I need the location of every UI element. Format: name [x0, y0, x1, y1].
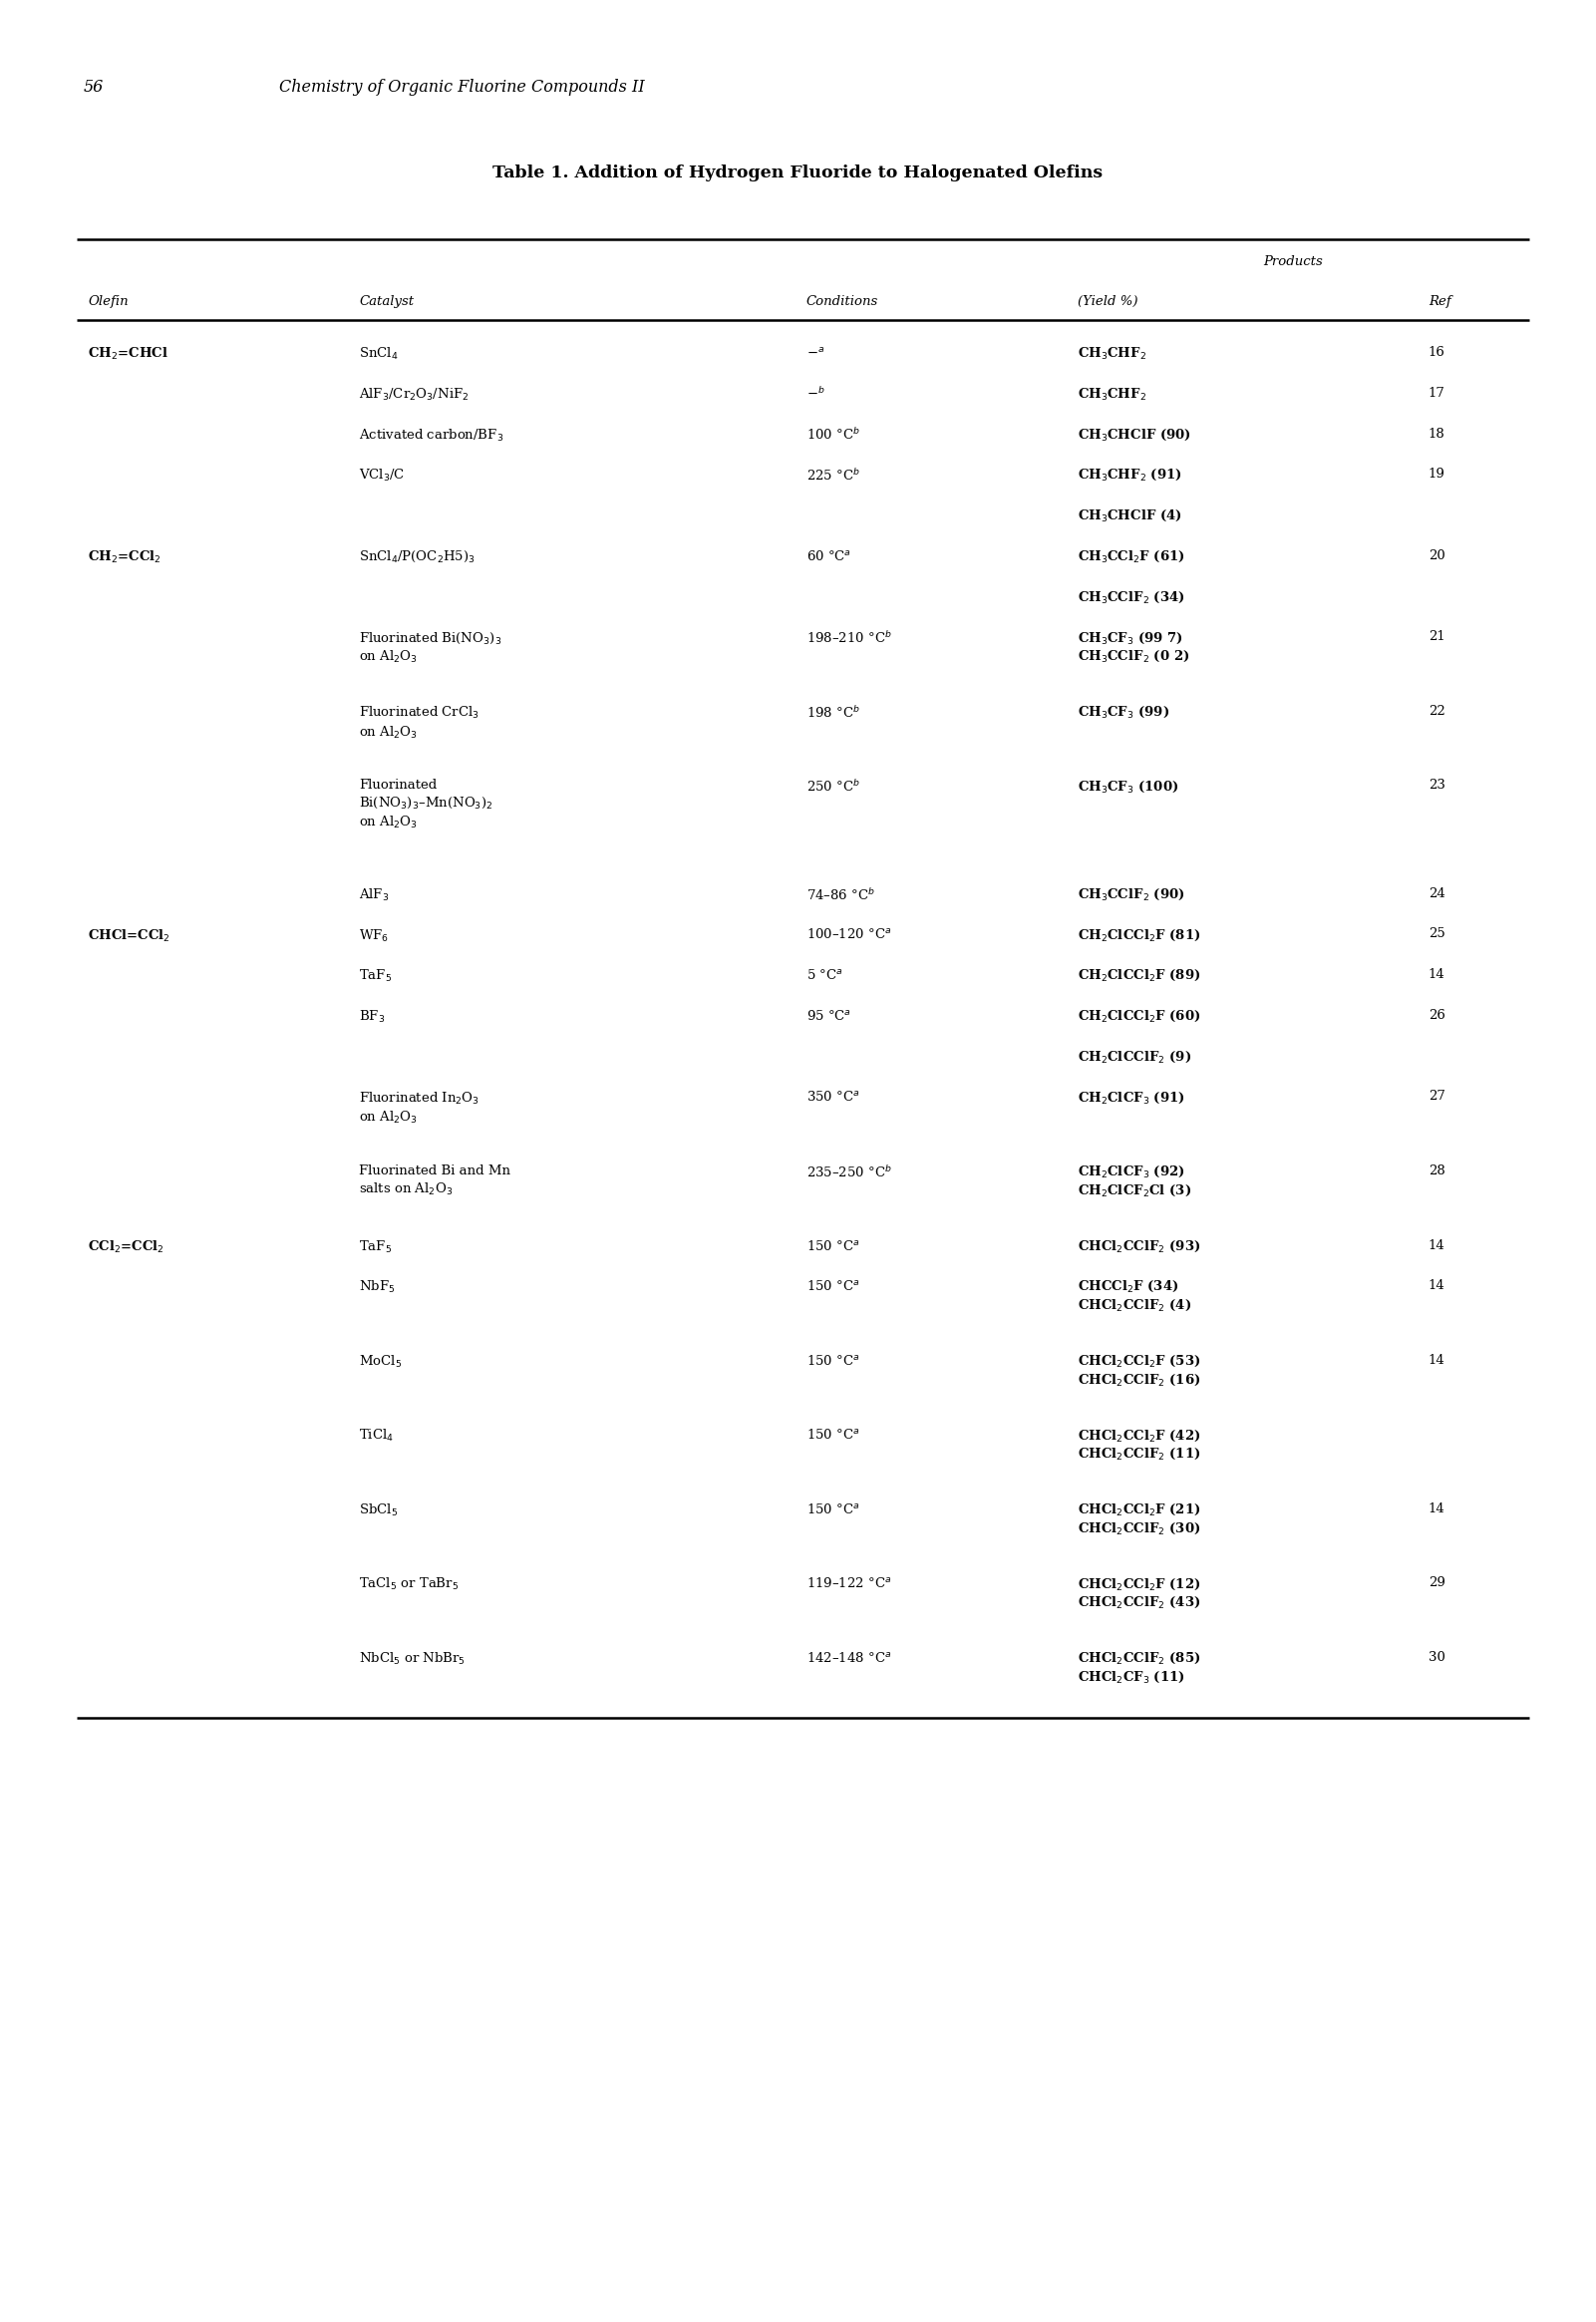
- Text: CHCl$_2$CCl$_2$F (21)
CHCl$_2$CClF$_2$ (30): CHCl$_2$CCl$_2$F (21) CHCl$_2$CClF$_2$ (…: [1077, 1502, 1200, 1535]
- Text: CH$_3$CHF$_2$: CH$_3$CHF$_2$: [1077, 346, 1146, 362]
- Text: Olefin: Olefin: [88, 295, 128, 309]
- Text: Ref: Ref: [1428, 295, 1451, 309]
- Text: 100–120 °C$^{a}$: 100–120 °C$^{a}$: [806, 926, 891, 943]
- Text: CH$_2$ClCF$_3$ (92)
CH$_2$ClCF$_2$Cl (3): CH$_2$ClCF$_3$ (92) CH$_2$ClCF$_2$Cl (3): [1077, 1163, 1191, 1198]
- Text: 150 °C$^{a}$: 150 °C$^{a}$: [806, 1502, 859, 1516]
- Text: 30: 30: [1428, 1651, 1446, 1665]
- Text: Fluorinated In$_2$O$_3$
on Al$_2$O$_3$: Fluorinated In$_2$O$_3$ on Al$_2$O$_3$: [359, 1089, 480, 1126]
- Text: 14: 14: [1428, 1502, 1444, 1516]
- Text: CH$_3$CF$_3$ (99): CH$_3$CF$_3$ (99): [1077, 704, 1170, 720]
- Text: 29: 29: [1428, 1577, 1446, 1591]
- Text: $-^{b}$: $-^{b}$: [806, 385, 825, 399]
- Text: TaCl$_5$ or TaBr$_5$: TaCl$_5$ or TaBr$_5$: [359, 1577, 460, 1593]
- Text: CHCCl$_2$F (34)
CHCl$_2$CClF$_2$ (4): CHCCl$_2$F (34) CHCl$_2$CClF$_2$ (4): [1077, 1279, 1191, 1312]
- Text: 225 °C$^{b}$: 225 °C$^{b}$: [806, 467, 860, 483]
- Text: CH$_3$CClF$_2$ (90): CH$_3$CClF$_2$ (90): [1077, 887, 1184, 903]
- Text: 150 °C$^{a}$: 150 °C$^{a}$: [806, 1428, 859, 1442]
- Text: AlF$_3$/Cr$_2$O$_3$/NiF$_2$: AlF$_3$/Cr$_2$O$_3$/NiF$_2$: [359, 385, 469, 402]
- Text: CH$_3$CHF$_2$ (91): CH$_3$CHF$_2$ (91): [1077, 467, 1181, 483]
- Text: 16: 16: [1428, 346, 1446, 360]
- Text: 119–122 °C$^{a}$: 119–122 °C$^{a}$: [806, 1577, 891, 1591]
- Text: Catalyst: Catalyst: [359, 295, 413, 309]
- Text: BF$_3$: BF$_3$: [359, 1008, 385, 1024]
- Text: Activated carbon/BF$_3$: Activated carbon/BF$_3$: [359, 427, 504, 444]
- Text: Table 1. Addition of Hydrogen Fluoride to Halogenated Olefins: Table 1. Addition of Hydrogen Fluoride t…: [493, 165, 1103, 181]
- Text: 24: 24: [1428, 887, 1444, 901]
- Text: CHCl$_2$CCl$_2$F (12)
CHCl$_2$CClF$_2$ (43): CHCl$_2$CCl$_2$F (12) CHCl$_2$CClF$_2$ (…: [1077, 1577, 1200, 1609]
- Text: 56: 56: [83, 79, 104, 95]
- Text: 14: 14: [1428, 1354, 1444, 1368]
- Text: NbF$_5$: NbF$_5$: [359, 1279, 396, 1296]
- Text: MoCl$_5$: MoCl$_5$: [359, 1354, 402, 1370]
- Text: TiCl$_4$: TiCl$_4$: [359, 1428, 394, 1444]
- Text: 14: 14: [1428, 1279, 1444, 1293]
- Text: 14: 14: [1428, 968, 1444, 982]
- Text: TaF$_5$: TaF$_5$: [359, 1238, 393, 1254]
- Text: Fluorinated CrCl$_3$
on Al$_2$O$_3$: Fluorinated CrCl$_3$ on Al$_2$O$_3$: [359, 704, 480, 741]
- Text: Fluorinated Bi and Mn
salts on Al$_2$O$_3$: Fluorinated Bi and Mn salts on Al$_2$O$_…: [359, 1163, 511, 1198]
- Text: Fluorinated Bi(NO$_3$)$_3$
on Al$_2$O$_3$: Fluorinated Bi(NO$_3$)$_3$ on Al$_2$O$_3…: [359, 629, 501, 664]
- Text: CH$_2$=CHCl: CH$_2$=CHCl: [88, 346, 168, 362]
- Text: 350 °C$^{a}$: 350 °C$^{a}$: [806, 1089, 859, 1105]
- Text: CHCl$_2$CCl$_2$F (53)
CHCl$_2$CClF$_2$ (16): CHCl$_2$CCl$_2$F (53) CHCl$_2$CClF$_2$ (…: [1077, 1354, 1200, 1386]
- Text: NbCl$_5$ or NbBr$_5$: NbCl$_5$ or NbBr$_5$: [359, 1651, 466, 1667]
- Text: 22: 22: [1428, 704, 1444, 717]
- Text: CH$_3$CClF$_2$ (34): CH$_3$CClF$_2$ (34): [1077, 590, 1184, 606]
- Text: 18: 18: [1428, 427, 1444, 441]
- Text: 28: 28: [1428, 1163, 1444, 1177]
- Text: 142–148 °C$^{a}$: 142–148 °C$^{a}$: [806, 1651, 891, 1665]
- Text: 95 °C$^{a}$: 95 °C$^{a}$: [806, 1008, 851, 1024]
- Text: TaF$_5$: TaF$_5$: [359, 968, 393, 985]
- Text: 150 °C$^{a}$: 150 °C$^{a}$: [806, 1279, 859, 1293]
- Text: 19: 19: [1428, 467, 1446, 481]
- Text: CH$_3$CCl$_2$F (61): CH$_3$CCl$_2$F (61): [1077, 548, 1184, 564]
- Text: 14: 14: [1428, 1238, 1444, 1252]
- Text: CHCl$_2$CClF$_2$ (93): CHCl$_2$CClF$_2$ (93): [1077, 1238, 1200, 1254]
- Text: 5 °C$^{a}$: 5 °C$^{a}$: [806, 968, 843, 982]
- Text: 198–210 °C$^{b}$: 198–210 °C$^{b}$: [806, 629, 892, 646]
- Text: CH$_3$CHClF (4): CH$_3$CHClF (4): [1077, 509, 1181, 525]
- Text: 150 °C$^{a}$: 150 °C$^{a}$: [806, 1238, 859, 1254]
- Text: 17: 17: [1428, 385, 1446, 399]
- Text: CH$_2$ClCCl$_2$F (81): CH$_2$ClCCl$_2$F (81): [1077, 926, 1200, 943]
- Text: CHCl=CCl$_2$: CHCl=CCl$_2$: [88, 926, 171, 943]
- Text: 25: 25: [1428, 926, 1444, 940]
- Text: Fluorinated
Bi(NO$_3$)$_3$–Mn(NO$_3$)$_2$
on Al$_2$O$_3$: Fluorinated Bi(NO$_3$)$_3$–Mn(NO$_3$)$_2…: [359, 778, 493, 829]
- Text: 198 °C$^{b}$: 198 °C$^{b}$: [806, 704, 860, 720]
- Text: CCl$_2$=CCl$_2$: CCl$_2$=CCl$_2$: [88, 1238, 164, 1254]
- Text: 20: 20: [1428, 548, 1444, 562]
- Text: CH$_2$ClCCl$_2$F (60): CH$_2$ClCCl$_2$F (60): [1077, 1008, 1200, 1024]
- Text: CH$_2$ClCCl$_2$F (89): CH$_2$ClCCl$_2$F (89): [1077, 968, 1200, 985]
- Text: 74–86 °C$^{b}$: 74–86 °C$^{b}$: [806, 887, 875, 903]
- Text: 26: 26: [1428, 1008, 1446, 1022]
- Text: 150 °C$^{a}$: 150 °C$^{a}$: [806, 1354, 859, 1368]
- Text: AlF$_3$: AlF$_3$: [359, 887, 389, 903]
- Text: 27: 27: [1428, 1089, 1446, 1103]
- Text: SnCl$_4$: SnCl$_4$: [359, 346, 399, 362]
- Text: SnCl$_4$/P(OC$_2$H5)$_3$: SnCl$_4$/P(OC$_2$H5)$_3$: [359, 548, 476, 564]
- Text: 235–250 °C$^{b}$: 235–250 °C$^{b}$: [806, 1163, 892, 1180]
- Text: VCl$_3$/C: VCl$_3$/C: [359, 467, 405, 483]
- Text: CHCl$_2$CClF$_2$ (85)
CHCl$_2$CF$_3$ (11): CHCl$_2$CClF$_2$ (85) CHCl$_2$CF$_3$ (11…: [1077, 1651, 1200, 1683]
- Text: 21: 21: [1428, 629, 1444, 643]
- Text: 250 °C$^{b}$: 250 °C$^{b}$: [806, 778, 860, 794]
- Text: CH$_2$=CCl$_2$: CH$_2$=CCl$_2$: [88, 548, 161, 564]
- Text: CH$_3$CF$_3$ (99 7)
CH$_3$CClF$_2$ (0 2): CH$_3$CF$_3$ (99 7) CH$_3$CClF$_2$ (0 2): [1077, 629, 1189, 664]
- Text: Chemistry of Organic Fluorine Compounds II: Chemistry of Organic Fluorine Compounds …: [279, 79, 645, 95]
- Text: CH$_3$CHClF (90): CH$_3$CHClF (90): [1077, 427, 1191, 444]
- Text: 60 °C$^{a}$: 60 °C$^{a}$: [806, 548, 851, 564]
- Text: 100 °C$^{b}$: 100 °C$^{b}$: [806, 427, 860, 444]
- Text: CH$_3$CHF$_2$: CH$_3$CHF$_2$: [1077, 385, 1146, 402]
- Text: SbCl$_5$: SbCl$_5$: [359, 1502, 397, 1519]
- Text: $-^{a}$: $-^{a}$: [806, 346, 824, 360]
- Text: Products: Products: [1262, 255, 1323, 269]
- Text: CH$_2$ClCF$_3$ (91): CH$_2$ClCF$_3$ (91): [1077, 1089, 1184, 1105]
- Text: 23: 23: [1428, 778, 1446, 792]
- Text: WF$_6$: WF$_6$: [359, 926, 389, 943]
- Text: CHCl$_2$CCl$_2$F (42)
CHCl$_2$CClF$_2$ (11): CHCl$_2$CCl$_2$F (42) CHCl$_2$CClF$_2$ (…: [1077, 1428, 1200, 1461]
- Text: CH$_2$ClCClF$_2$ (9): CH$_2$ClCClF$_2$ (9): [1077, 1050, 1191, 1066]
- Text: CH$_3$CF$_3$ (100): CH$_3$CF$_3$ (100): [1077, 778, 1178, 794]
- Text: Conditions: Conditions: [806, 295, 878, 309]
- Text: (Yield %): (Yield %): [1077, 295, 1138, 309]
